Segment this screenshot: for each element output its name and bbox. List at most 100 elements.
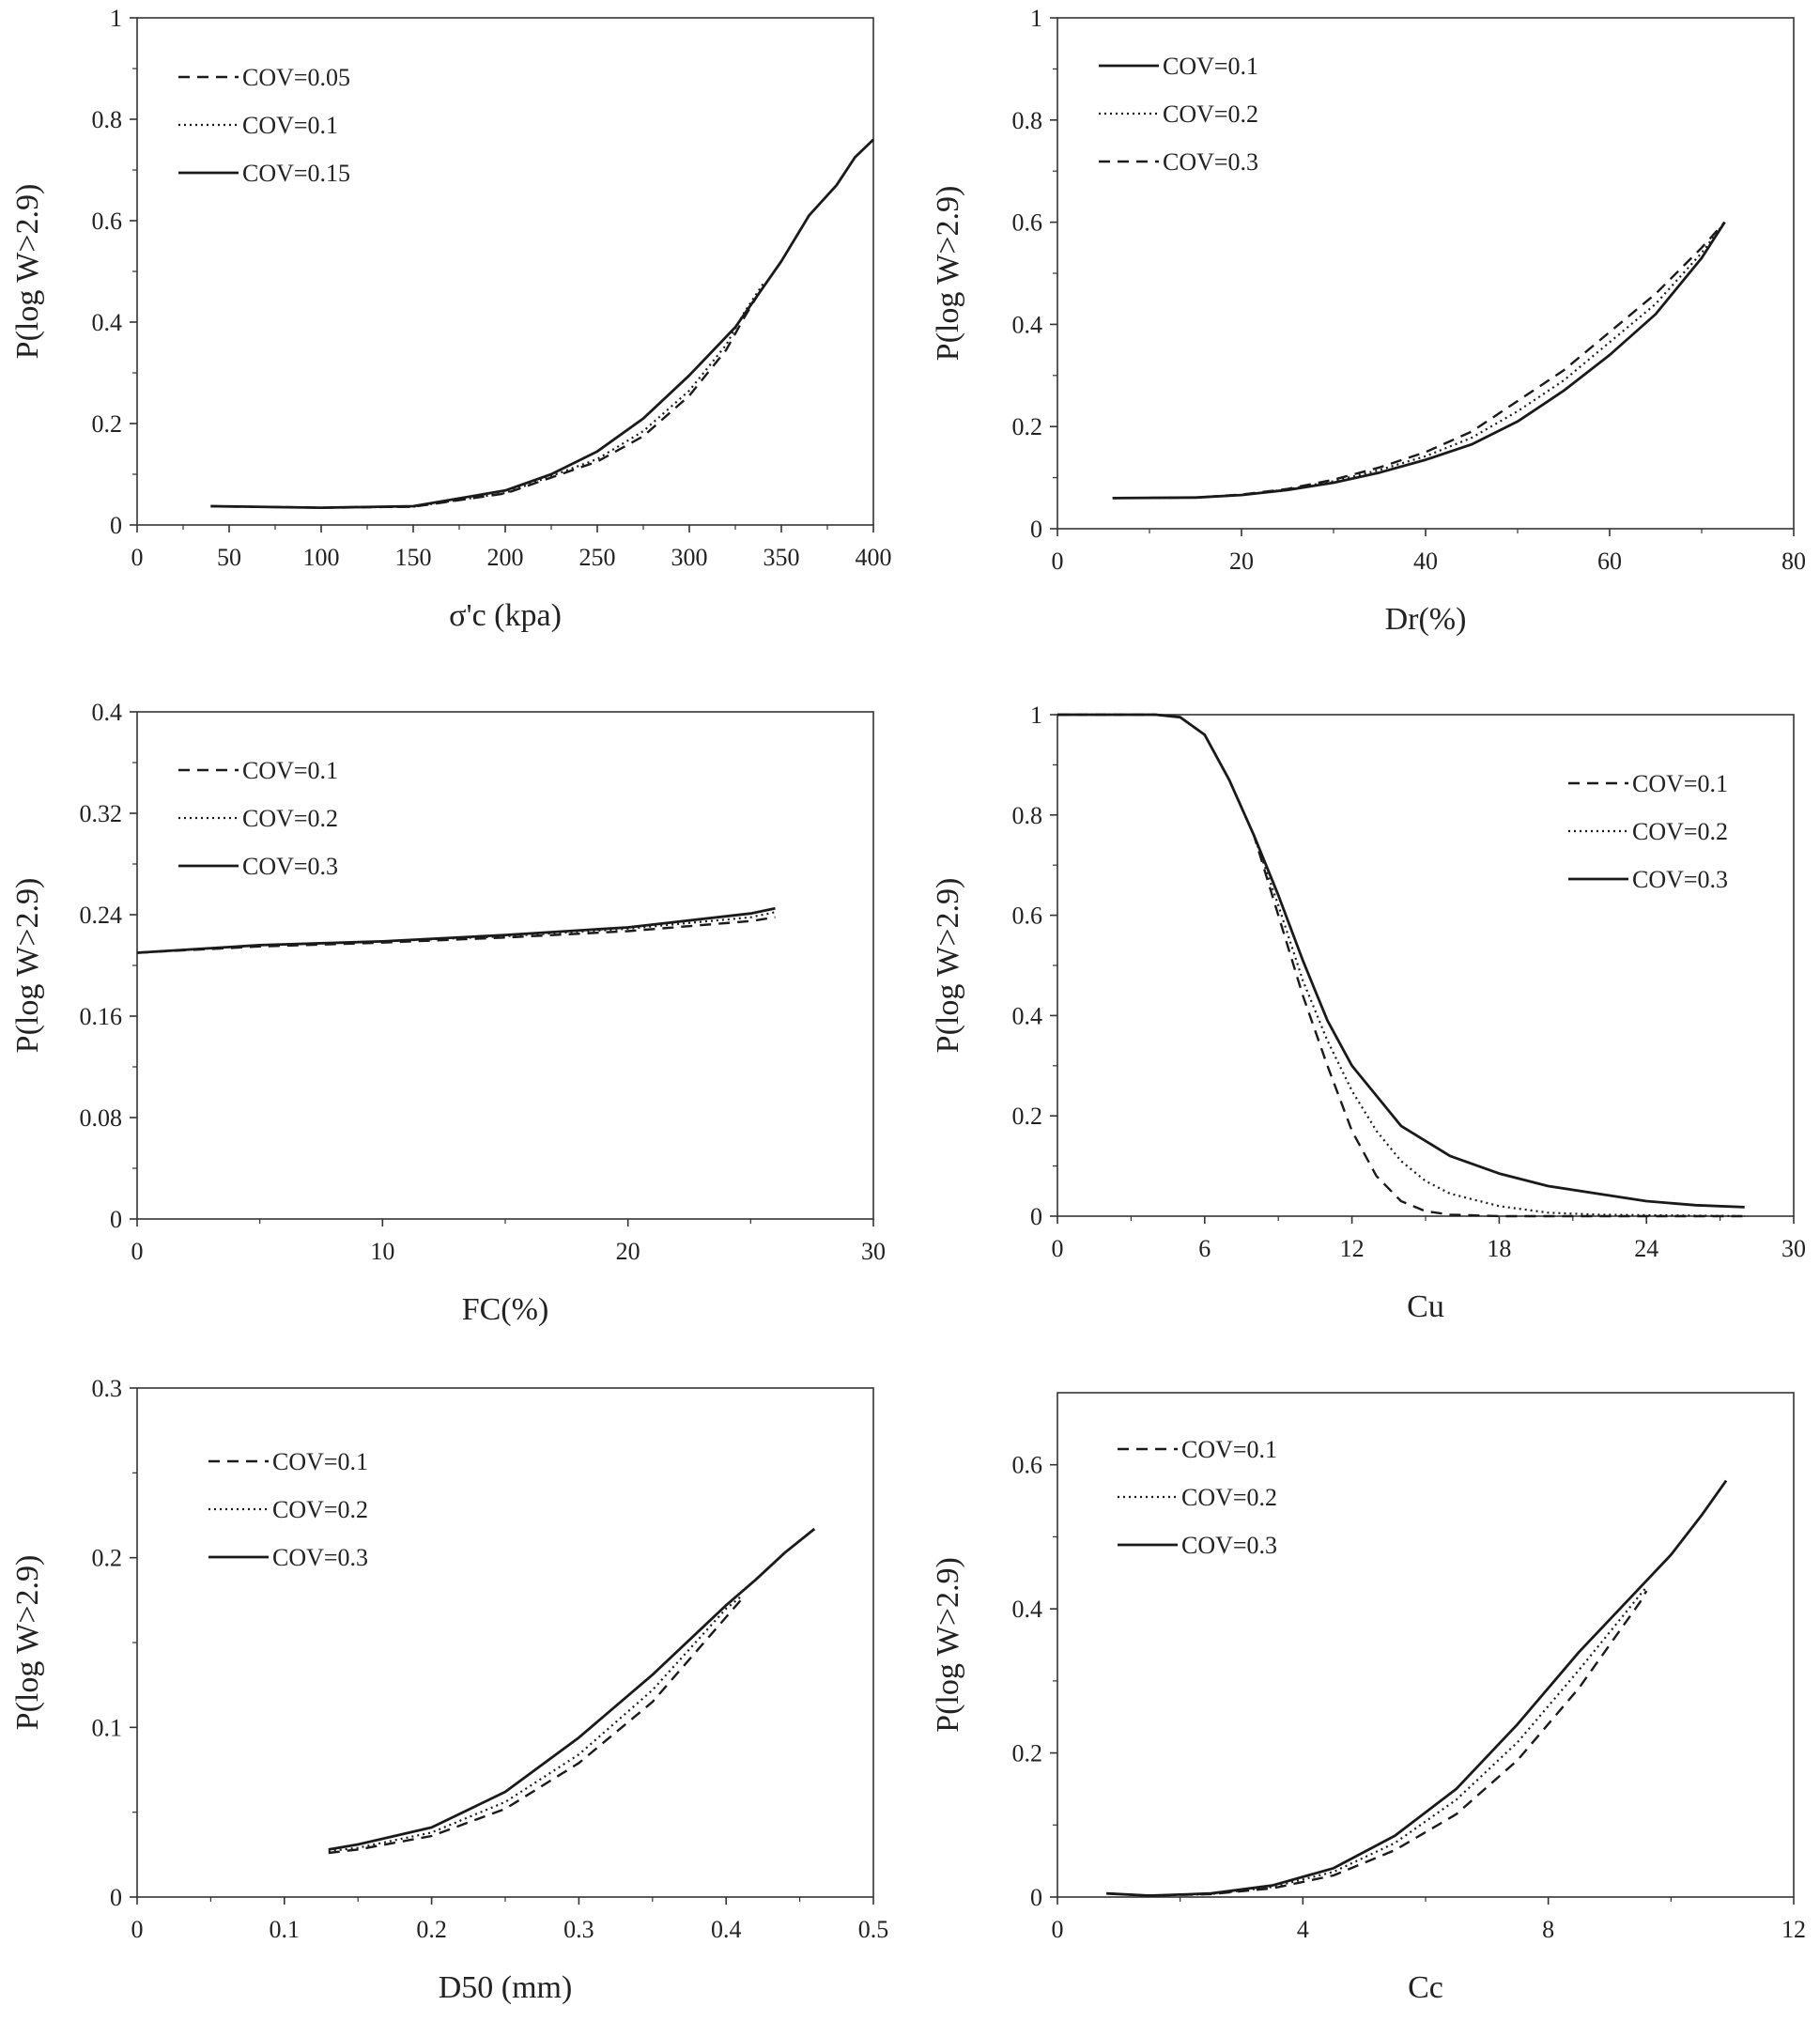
plot-frame: [1057, 1392, 1795, 1898]
x-tick-label: 60: [1597, 548, 1622, 575]
y-tick-label: 0.2: [92, 410, 123, 438]
y-tick-label: 1: [1030, 5, 1042, 32]
x-tick-label: 0.2: [416, 1916, 447, 1943]
legend-label: COV=0.1: [242, 112, 338, 139]
x-tick-label: 150: [395, 544, 432, 571]
y-tick-label: 0.4: [1012, 311, 1043, 338]
plot-frame: [136, 1387, 874, 1898]
legend-label: COV=0.1: [1632, 770, 1728, 797]
series-line-COV=0.1: [1112, 221, 1726, 500]
chart-panel-p4: 0 0.2 0.4 0.6 0.8 1 0 6 12 18 24 30 Cu P(log W>2.9) CO…: [931, 702, 1806, 1324]
y-tick-label: 0: [1030, 1884, 1042, 1911]
series-line-COV=0.1: [328, 1599, 742, 1855]
x-tick-label: 8: [1542, 1916, 1554, 1943]
series-line-COV=0.3: [1106, 1479, 1728, 1897]
chart-panel-p5: 0 0.1 0.2 0.3 0 0.1 0.2 0.3 0.4 0.5 D50 (mm) P(log …: [10, 1375, 888, 2005]
x-tick-label: 0: [131, 1238, 144, 1265]
y-tick-label: 0.2: [1012, 413, 1043, 440]
x-tick-label: 0: [131, 544, 144, 571]
series-line-COV=0.1: [1106, 1590, 1648, 1897]
x-tick-label: 10: [370, 1238, 394, 1265]
y-axis-title: P(log W>2.9): [931, 1557, 965, 1733]
x-axis-title: FC(%): [462, 1292, 549, 1327]
x-tick-label: 0: [1052, 548, 1064, 575]
y-tick-label: 0.16: [80, 1003, 123, 1030]
y-tick-label: 0.6: [1012, 209, 1043, 237]
series-line-COV=0.3: [1057, 713, 1745, 1209]
series-line-COV=0.2: [328, 1596, 742, 1853]
y-tick-label: 0: [110, 1206, 122, 1233]
y-axis-title: P(log W>2.9): [931, 878, 965, 1054]
y-tick-label: 0.2: [1012, 1103, 1043, 1130]
y-tick-label: 0.4: [92, 309, 123, 336]
y-tick-label: 0.2: [1012, 1740, 1043, 1767]
y-tick-label: 0.08: [80, 1104, 123, 1132]
x-axis-title: Cc: [1408, 1970, 1443, 2005]
x-tick-label: 24: [1634, 1235, 1658, 1262]
x-tick-label: 0: [131, 1916, 144, 1943]
x-tick-label: 30: [1781, 1235, 1806, 1262]
x-tick-label: 0: [1052, 1235, 1064, 1262]
series-line-COV=0.2: [136, 911, 776, 954]
plot-frame: [136, 17, 874, 526]
legend-label: COV=0.3: [1163, 148, 1258, 176]
legend-label: COV=0.1: [242, 757, 338, 784]
chart-panel-p1: 0 0.2 0.4 0.6 0.8 1 0 50 100 150 200 250 300 350 400 σ'…: [10, 5, 892, 633]
legend-label: COV=0.1: [272, 1448, 368, 1475]
legend-label: COV=0.2: [1181, 1484, 1277, 1511]
x-axis-title: Dr(%): [1385, 602, 1467, 637]
series-line-COV=0.2: [1112, 221, 1726, 500]
x-tick-label: 0.5: [858, 1916, 889, 1943]
y-tick-label: 1: [110, 5, 122, 32]
y-tick-label: 0.8: [1012, 107, 1043, 134]
x-axis-title: D50 (mm): [439, 1970, 573, 2005]
y-tick-label: 0.8: [92, 106, 123, 133]
y-axis-title: P(log W>2.9): [10, 184, 45, 360]
y-tick-label: 0: [110, 1884, 122, 1911]
x-tick-label: 0.4: [711, 1916, 742, 1943]
y-tick-label: 0.6: [1012, 1452, 1043, 1479]
legend-label: COV=0.1: [1181, 1436, 1277, 1463]
x-axis-title: Cu: [1407, 1289, 1444, 1324]
x-tick-label: 300: [671, 544, 708, 571]
x-tick-label: 20: [616, 1238, 640, 1265]
series-line-COV=0.3: [328, 1527, 816, 1851]
legend-label: COV=0.3: [1632, 866, 1728, 893]
series-line-COV=0.15: [210, 138, 874, 509]
x-tick-label: 200: [487, 544, 524, 571]
x-axis-title: σ'c (kpa): [449, 598, 562, 633]
y-tick-label: 1: [1030, 702, 1042, 729]
y-tick-label: 0.32: [80, 800, 123, 827]
y-axis-title: P(log W>2.9): [10, 878, 45, 1054]
legend-label: COV=0.2: [242, 805, 338, 832]
legend-label: COV=0.05: [242, 64, 350, 91]
x-tick-label: 12: [1340, 1235, 1365, 1262]
legend-label: COV=0.2: [1632, 818, 1728, 845]
series-line-COV=0.3: [1112, 221, 1726, 500]
y-tick-label: 0: [110, 512, 122, 539]
y-tick-label: 0.4: [1012, 1002, 1043, 1029]
x-tick-label: 6: [1198, 1235, 1211, 1262]
y-tick-label: 0.4: [1012, 1596, 1043, 1623]
y-tick-label: 0: [1030, 1203, 1042, 1230]
plot-frame: [1057, 17, 1795, 530]
y-tick-label: 0.24: [80, 902, 123, 929]
legend-label: COV=0.2: [272, 1496, 368, 1523]
legend-label: COV=0.2: [1163, 100, 1258, 128]
x-tick-label: 4: [1297, 1916, 1309, 1943]
legend-label: COV=0.3: [272, 1544, 368, 1571]
x-tick-label: 0.1: [270, 1916, 301, 1943]
y-tick-label: 0.1: [92, 1714, 123, 1741]
x-tick-label: 40: [1413, 548, 1438, 575]
y-axis-title: P(log W>2.9): [10, 1555, 45, 1731]
y-tick-label: 0.8: [1012, 802, 1043, 829]
y-tick-label: 0.3: [92, 1375, 123, 1402]
y-tick-label: 0.2: [92, 1545, 123, 1572]
y-tick-label: 0: [1030, 516, 1042, 543]
x-tick-label: 400: [856, 544, 892, 571]
x-tick-label: 80: [1781, 548, 1806, 575]
x-tick-label: 250: [579, 544, 616, 571]
legend-label: COV=0.3: [1181, 1532, 1277, 1559]
x-tick-label: 0: [1052, 1916, 1064, 1943]
chart-panel-p6: 0 0.2 0.4 0.6 0 4 8 12 Cc P(log W>2.9) COV=0.1 COV=…: [931, 1392, 1806, 2005]
